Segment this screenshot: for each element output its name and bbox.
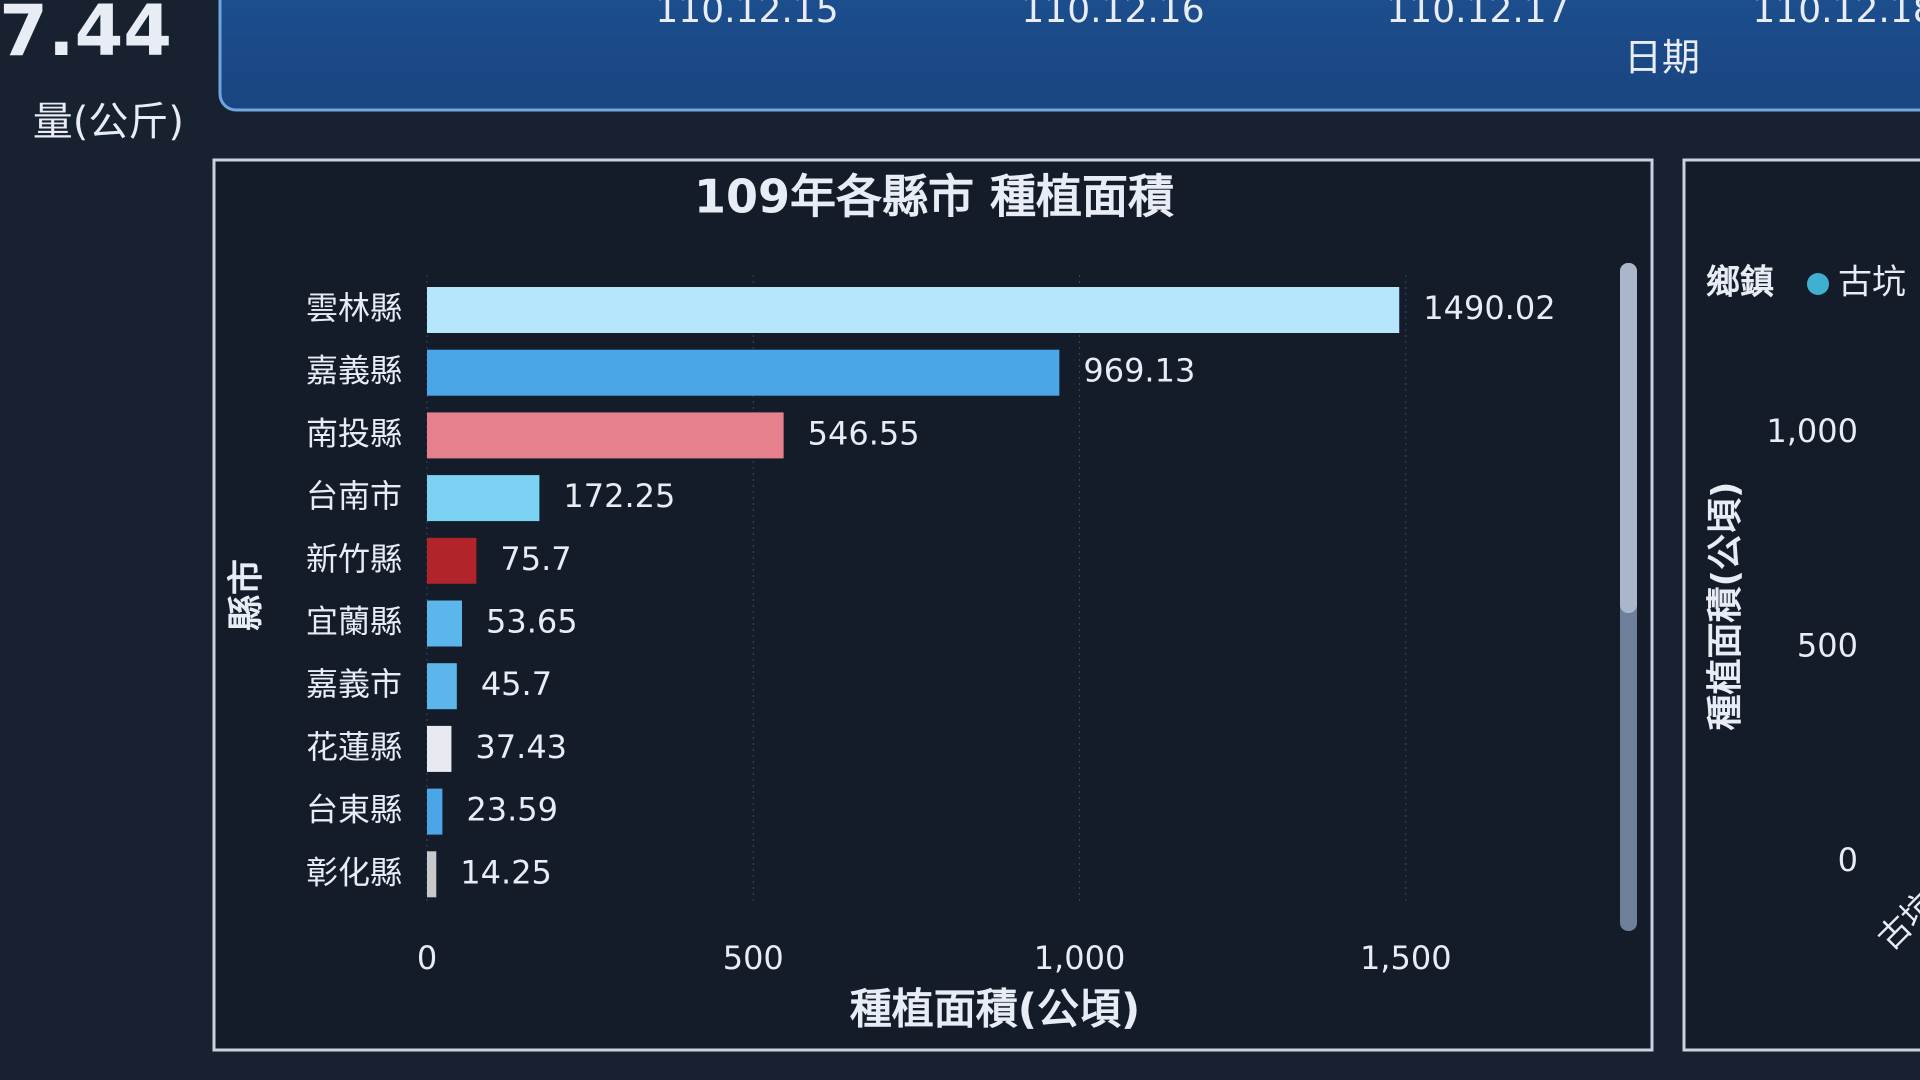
data-label: 546.55 <box>808 414 920 452</box>
kpi-label: 量(公斤) <box>33 99 184 145</box>
y-tick-label: 1,000 <box>1766 412 1858 450</box>
bar <box>427 788 443 835</box>
bar <box>427 412 784 459</box>
bar <box>427 725 452 772</box>
y-tick-label: 南投縣 <box>306 414 402 452</box>
y-tick-label: 嘉義縣 <box>306 352 402 390</box>
y-tick-label: 彰化縣 <box>306 853 402 891</box>
y-tick-label: 花蓮縣 <box>306 728 402 766</box>
bar <box>427 475 540 522</box>
data-label: 53.65 <box>486 603 578 641</box>
y-tick-label: 台東縣 <box>306 791 402 829</box>
x-axis-label: 種植面積(公頃) <box>850 985 1140 1034</box>
x-tick-label: 110.12.15 <box>655 0 838 31</box>
x-tick-label: 1,000 <box>1034 939 1126 977</box>
legend-marker <box>1807 273 1829 295</box>
data-label: 37.43 <box>475 728 567 766</box>
x-tick-label: 110.12.16 <box>1021 0 1204 31</box>
bar <box>427 600 463 647</box>
y-tick-label: 0 <box>1838 841 1858 879</box>
y-axis-label: 縣市 <box>226 559 267 631</box>
y-tick-label: 500 <box>1797 627 1858 665</box>
top-panel <box>218 0 1920 112</box>
bar <box>427 537 477 584</box>
x-tick-label: 0 <box>417 939 437 977</box>
y-tick-label: 台南市 <box>306 477 402 515</box>
y-tick-label: 嘉義市 <box>306 665 402 703</box>
y-tick-label: 雲林縣 <box>306 289 402 327</box>
scrollbar-thumb <box>1620 263 1637 613</box>
kpi-value: 7.44 <box>0 0 172 72</box>
chart-title: 109年各縣市 種植面積 <box>694 170 1174 224</box>
data-label: 969.13 <box>1083 352 1195 390</box>
y-tick-label: 宜蘭縣 <box>306 603 402 641</box>
data-label: 45.7 <box>481 665 552 703</box>
right-panel <box>1682 158 1920 1052</box>
bar <box>427 349 1060 396</box>
legend-title: 鄉鎮 <box>1706 263 1774 303</box>
data-label: 14.25 <box>460 853 552 891</box>
bar <box>427 287 1400 333</box>
data-label: 75.7 <box>500 540 571 578</box>
bar <box>427 663 457 710</box>
data-label: 23.59 <box>466 791 558 829</box>
bar <box>427 851 437 898</box>
y-tick-label: 新竹縣 <box>306 540 402 578</box>
x-tick-label: 110.12.17 <box>1386 0 1569 31</box>
x-tick-label: 1,500 <box>1360 939 1452 977</box>
x-axis-label: 日期 <box>1624 36 1700 80</box>
data-label: 172.25 <box>563 477 675 515</box>
data-label: 1490.02 <box>1423 289 1555 327</box>
x-tick-label: 500 <box>723 939 784 977</box>
y-axis-label: 種植面積(公頃) <box>1705 482 1746 731</box>
x-tick-label: 110.12.18 <box>1752 0 1920 31</box>
legend-label: 古坑 <box>1838 263 1906 303</box>
